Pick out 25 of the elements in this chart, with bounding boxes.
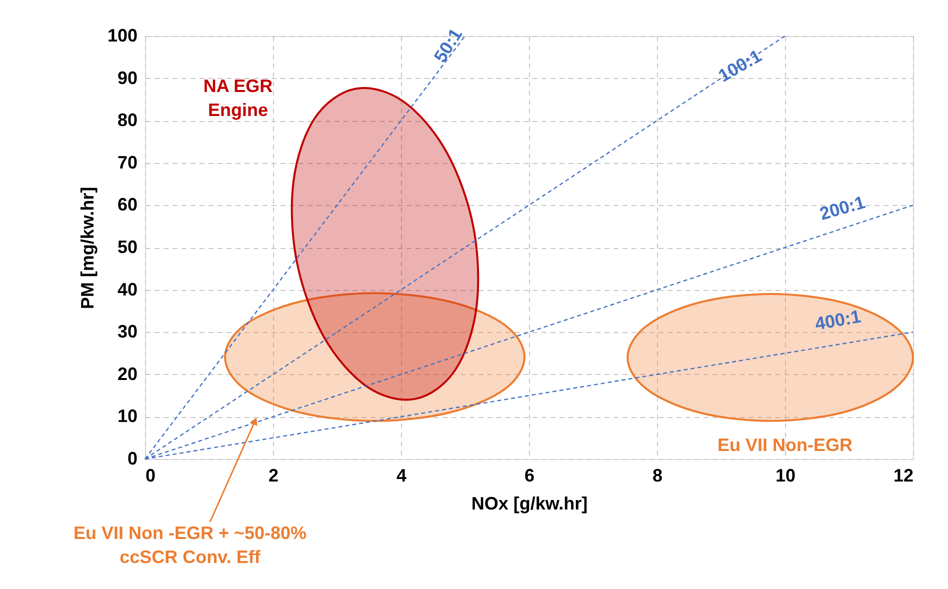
y-tick-label: 30 xyxy=(117,322,138,342)
x-tick-label: 12 xyxy=(893,466,914,486)
y-tick-label: 20 xyxy=(117,364,138,384)
y-tick-label: 100 xyxy=(107,26,138,46)
x-tick-label: 6 xyxy=(524,466,535,486)
y-tick-label: 10 xyxy=(117,406,138,426)
y-tick-label: 40 xyxy=(117,279,138,300)
text: 400:1 xyxy=(814,306,862,334)
x-tick-label: 2 xyxy=(268,466,279,486)
text: Eu VII Non -EGR + ~50-80% ccSCR Conv. Eff xyxy=(73,523,307,567)
x-tick-label: 10 xyxy=(775,466,796,486)
y-tick-label: 90 xyxy=(117,68,138,88)
y-tick-label: 60 xyxy=(117,194,138,215)
y-tick-label: 0 xyxy=(127,448,138,468)
y-tick-label: 80 xyxy=(117,110,138,130)
x-tick-label: 4 xyxy=(396,466,407,486)
x-axis-title: NOx [g/kw.hr] xyxy=(471,494,588,514)
text: 200:1 xyxy=(817,192,868,224)
y-tick-label: 70 xyxy=(117,152,138,172)
x-tick-label: 8 xyxy=(652,466,663,486)
text: NA EGR Engine xyxy=(203,76,273,120)
x-tick-label: 0 xyxy=(146,466,156,486)
series-label: Eu VII Non-EGR xyxy=(718,435,852,455)
y-tick-label: 50 xyxy=(117,237,138,257)
y-axis-title: PM [mg/kw.hr] xyxy=(77,186,98,310)
